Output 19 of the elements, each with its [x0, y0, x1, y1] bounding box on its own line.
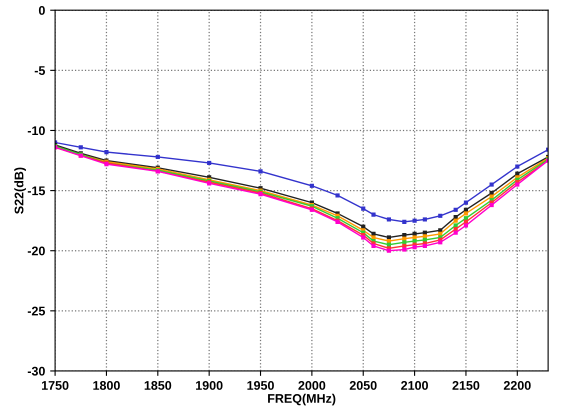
y-tick-label: -15 — [28, 186, 46, 196]
x-tick-label: 1900 — [196, 381, 223, 390]
x-tick-label: 2050 — [350, 381, 377, 390]
x-tick-label: 2000 — [298, 381, 326, 390]
y-tick-label: -5 — [34, 66, 46, 75]
x-tick-label: 2200 — [504, 381, 531, 390]
y-axis-title: S22(dB) — [14, 168, 26, 214]
x-tick-label: 2150 — [452, 381, 480, 390]
x-tick-label: 2100 — [401, 381, 428, 390]
x-tick-label: 1950 — [247, 381, 274, 390]
y-tick-label: 0 — [38, 6, 45, 15]
y-tick-label: -10 — [28, 126, 45, 136]
y-tick-label: -20 — [28, 246, 45, 256]
x-tick-label: 1750 — [42, 381, 68, 390]
x-tick-label: 1850 — [144, 381, 172, 390]
y-tick-label: -25 — [28, 306, 46, 316]
x-tick-label: 1800 — [93, 381, 120, 390]
y-tick-label: -30 — [28, 366, 45, 376]
x-axis-title: FREQ(MHz) — [268, 394, 336, 406]
